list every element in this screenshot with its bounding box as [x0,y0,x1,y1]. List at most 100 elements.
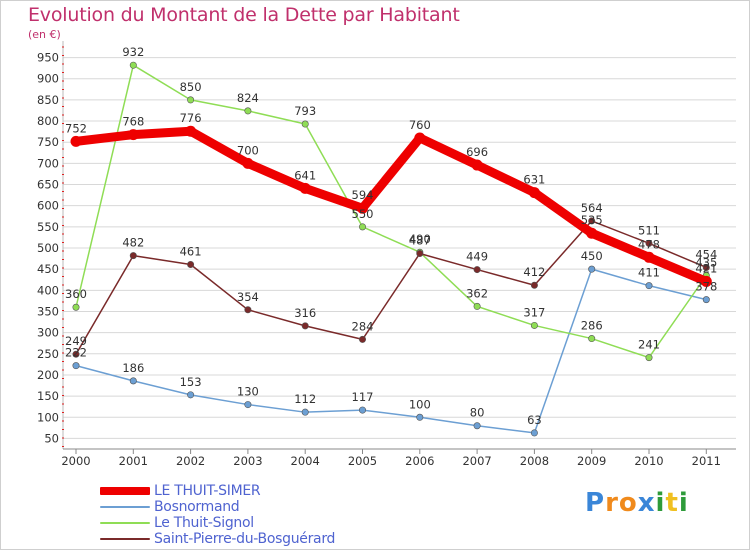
y-tick-label: 150 [37,389,59,403]
y-tick-label: 50 [44,431,59,445]
y-tick-label: 800 [37,114,59,128]
data-label: 932 [122,45,144,59]
legend-label: LE THUIT-SIMER [154,483,261,499]
data-label: 550 [352,207,374,221]
data-point [530,429,538,437]
data-label: 412 [523,265,545,279]
data-label: 117 [352,390,374,404]
data-label: 421 [695,261,717,275]
x-tick-label: 2009 [577,454,606,468]
data-label: 511 [638,223,660,237]
data-point [530,321,538,329]
data-point [588,265,596,273]
y-tick-label: 400 [37,283,59,297]
data-label: 435 [695,256,717,270]
data-label: 100 [409,397,431,411]
data-point [185,125,197,137]
data-label: 249 [65,334,87,348]
y-tick-label: 450 [37,262,59,276]
data-label: 317 [523,305,545,319]
x-tick-label: 2008 [520,454,549,468]
series-line-3 [75,220,708,355]
data-label: 824 [237,91,259,105]
legend-swatch-le-thuit-signol [100,522,150,524]
data-point [700,275,712,287]
y-tick-label: 500 [37,241,59,255]
x-tick-label: 2001 [119,454,148,468]
data-label: 80 [470,406,485,420]
data-label: 354 [237,290,259,304]
chart-unit: (en €) [28,28,61,41]
data-label: 461 [180,245,202,259]
data-label: 411 [638,266,660,280]
data-point [645,239,653,247]
data-label: 696 [466,145,488,159]
data-point [473,266,481,274]
y-tick-label: 550 [37,220,59,234]
data-point [301,120,309,128]
data-label: 63 [527,413,542,427]
x-tick-label: 2000 [61,454,90,468]
legend-label: Le Thuit-Signol [154,515,254,531]
y-tick-label: 200 [37,368,59,382]
data-label: 776 [180,111,202,125]
x-tick-label: 2010 [634,454,663,468]
data-label: 850 [180,80,202,94]
y-tick-label: 250 [37,347,59,361]
x-tick-label: 2004 [291,454,320,468]
data-label: 450 [581,249,603,263]
legend-label: Saint-Pierre-du-Bosguérard [154,531,336,547]
data-point [358,406,366,414]
data-point [242,157,254,169]
data-label: 286 [581,319,603,333]
data-point [702,263,710,271]
y-tick-label: 900 [37,72,59,86]
data-point [187,391,195,399]
logo-letter: i [678,488,689,518]
data-label: 752 [65,121,87,135]
y-tick-label: 950 [37,51,59,65]
x-tick-label: 2007 [462,454,491,468]
data-label: 631 [523,173,545,187]
data-label: 490 [409,232,431,246]
x-tick-label: 2002 [176,454,205,468]
y-tick-label: 750 [37,135,59,149]
data-point [127,129,139,141]
data-label: 641 [294,168,316,182]
data-point [530,281,538,289]
data-point [414,132,426,144]
logo-letter: o [618,488,638,518]
data-label: 594 [352,188,374,202]
data-label: 482 [122,236,144,250]
data-point [473,302,481,310]
data-point [129,377,137,385]
data-label: 535 [581,213,603,227]
data-label: 360 [65,287,87,301]
x-tick-label: 2005 [348,454,377,468]
x-tick-label: 2011 [692,454,721,468]
data-point [645,354,653,362]
data-label: 130 [237,385,259,399]
data-label: 793 [294,104,316,118]
data-label: 449 [466,250,488,264]
chart-title: Evolution du Montant de la Dette par Hab… [28,4,460,26]
logo-letter: r [605,488,619,518]
data-label: 760 [409,118,431,132]
data-point [645,282,653,290]
y-tick-label: 600 [37,199,59,213]
data-point [416,250,424,258]
data-point [72,362,80,370]
data-label: 564 [581,201,603,215]
data-point [301,408,309,416]
legend-swatch-le-thuit-simer [100,487,150,495]
series-line-1 [75,268,708,434]
data-point [528,187,540,199]
y-tick-label: 700 [37,156,59,170]
data-point [244,107,252,115]
x-tick-label: 2006 [405,454,434,468]
logo-letter: x [637,488,656,518]
proxiti-logo: Proxiti [585,488,689,518]
y-tick-label: 100 [37,410,59,424]
